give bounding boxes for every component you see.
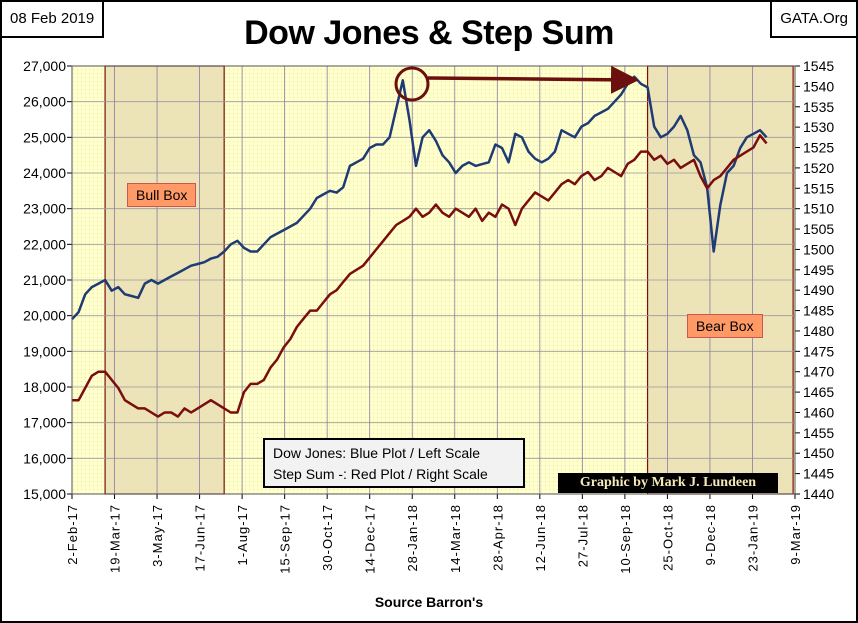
peak-highlight-circle [394, 66, 430, 102]
x-tick-label: 28-Jan-18 [405, 504, 420, 572]
y-right-tick-label: 1505 [803, 221, 834, 237]
y-right-tick-label: 1535 [803, 99, 834, 115]
y-left-tick-label: 17,000 [23, 415, 66, 431]
x-tick-label: 10-Sep-18 [618, 504, 633, 574]
y-right-tick-label: 1485 [803, 303, 834, 319]
y-left-tick-label: 22,000 [23, 236, 66, 252]
y-left-tick-label: 25,000 [23, 129, 66, 145]
peak-arrow [427, 65, 639, 94]
y-right-tick-label: 1545 [803, 58, 834, 74]
y-right-tick-label: 1440 [803, 486, 834, 502]
x-tick-label: 30-Oct-17 [320, 504, 335, 571]
x-tick-label: 2-Feb-17 [65, 504, 80, 565]
x-axis-title: Source Barron's [374, 594, 484, 610]
x-tick-label: 9-Mar-19 [788, 504, 803, 565]
y-right-tick-label: 1520 [803, 160, 834, 176]
x-tick-label: 9-Dec-18 [703, 504, 718, 565]
y-right-tick-label: 1500 [803, 241, 834, 257]
y-right-tick-label: 1540 [803, 78, 834, 94]
y-left-tick-label: 19,000 [23, 343, 66, 359]
chart-title: Dow Jones & Step Sum [244, 14, 614, 52]
y-right-tick-label: 1475 [803, 343, 834, 359]
dow-jones-line [71, 75, 768, 321]
y-right-tick-label: 1480 [803, 323, 834, 339]
y-left-tick-label: 23,000 [23, 201, 66, 217]
credit-label: Graphic by Mark J. Lundeen [558, 473, 778, 493]
legend-dow: Dow Jones: Blue Plot / Left Scale [273, 445, 480, 461]
x-tick-label: 23-Jan-19 [745, 504, 760, 572]
x-tick-label: 15-Sep-17 [278, 504, 293, 574]
x-tick-label: 19-Mar-17 [108, 504, 123, 573]
x-tick-label: 14-Mar-18 [448, 504, 463, 573]
x-tick-label: 12-Jun-18 [533, 504, 548, 572]
y-right-tick-label: 1515 [803, 180, 834, 196]
x-tick-label: 17-Jun-17 [193, 504, 208, 572]
legend-step-sum: Step Sum -: Red Plot / Right Scale [273, 466, 488, 482]
y-left-tick-label: 26,000 [23, 94, 66, 110]
site-label: GATA.Org [770, 0, 858, 38]
y-left-tick-label: 15,000 [23, 486, 66, 502]
y-right-tick-label: 1470 [803, 364, 834, 380]
y-right-tick-label: 1455 [803, 425, 834, 441]
y-left-tick-label: 20,000 [23, 308, 66, 324]
y-right-tick-label: 1450 [803, 445, 834, 461]
x-tick-label: 25-Oct-18 [660, 504, 675, 571]
y-right-tick-label: 1525 [803, 140, 834, 156]
y-right-tick-label: 1465 [803, 384, 834, 400]
y-left-tick-label: 27,000 [23, 58, 66, 74]
x-tick-label: 27-Jul-18 [575, 504, 590, 567]
y-right-tick-label: 1445 [803, 466, 834, 482]
y-left-tick-label: 16,000 [23, 450, 66, 466]
x-tick-label: 14-Dec-17 [363, 504, 378, 574]
y-right-tick-label: 1460 [803, 404, 834, 420]
y-right-tick-label: 1510 [803, 201, 834, 217]
bull-box-label: Bull Box [127, 183, 197, 207]
y-right-tick-label: 1490 [803, 282, 834, 298]
bear-box-label: Bear Box [687, 314, 763, 338]
plot-border [71, 65, 796, 495]
legend: Dow Jones: Blue Plot / Left Scale Step S… [263, 438, 525, 488]
y-right-tick-label: 1530 [803, 119, 834, 135]
y-left-tick-label: 21,000 [23, 272, 66, 288]
x-tick-label: 1-Aug-17 [235, 504, 250, 565]
y-right-tick-label: 1495 [803, 262, 834, 278]
x-tick-label: 28-Apr-18 [490, 504, 505, 571]
step-sum-line [72, 134, 768, 418]
y-left-tick-label: 18,000 [23, 379, 66, 395]
y-left-tick-label: 24,000 [23, 165, 66, 181]
date-label: 08 Feb 2019 [0, 0, 105, 38]
x-tick-label: 3-May-17 [150, 504, 165, 567]
